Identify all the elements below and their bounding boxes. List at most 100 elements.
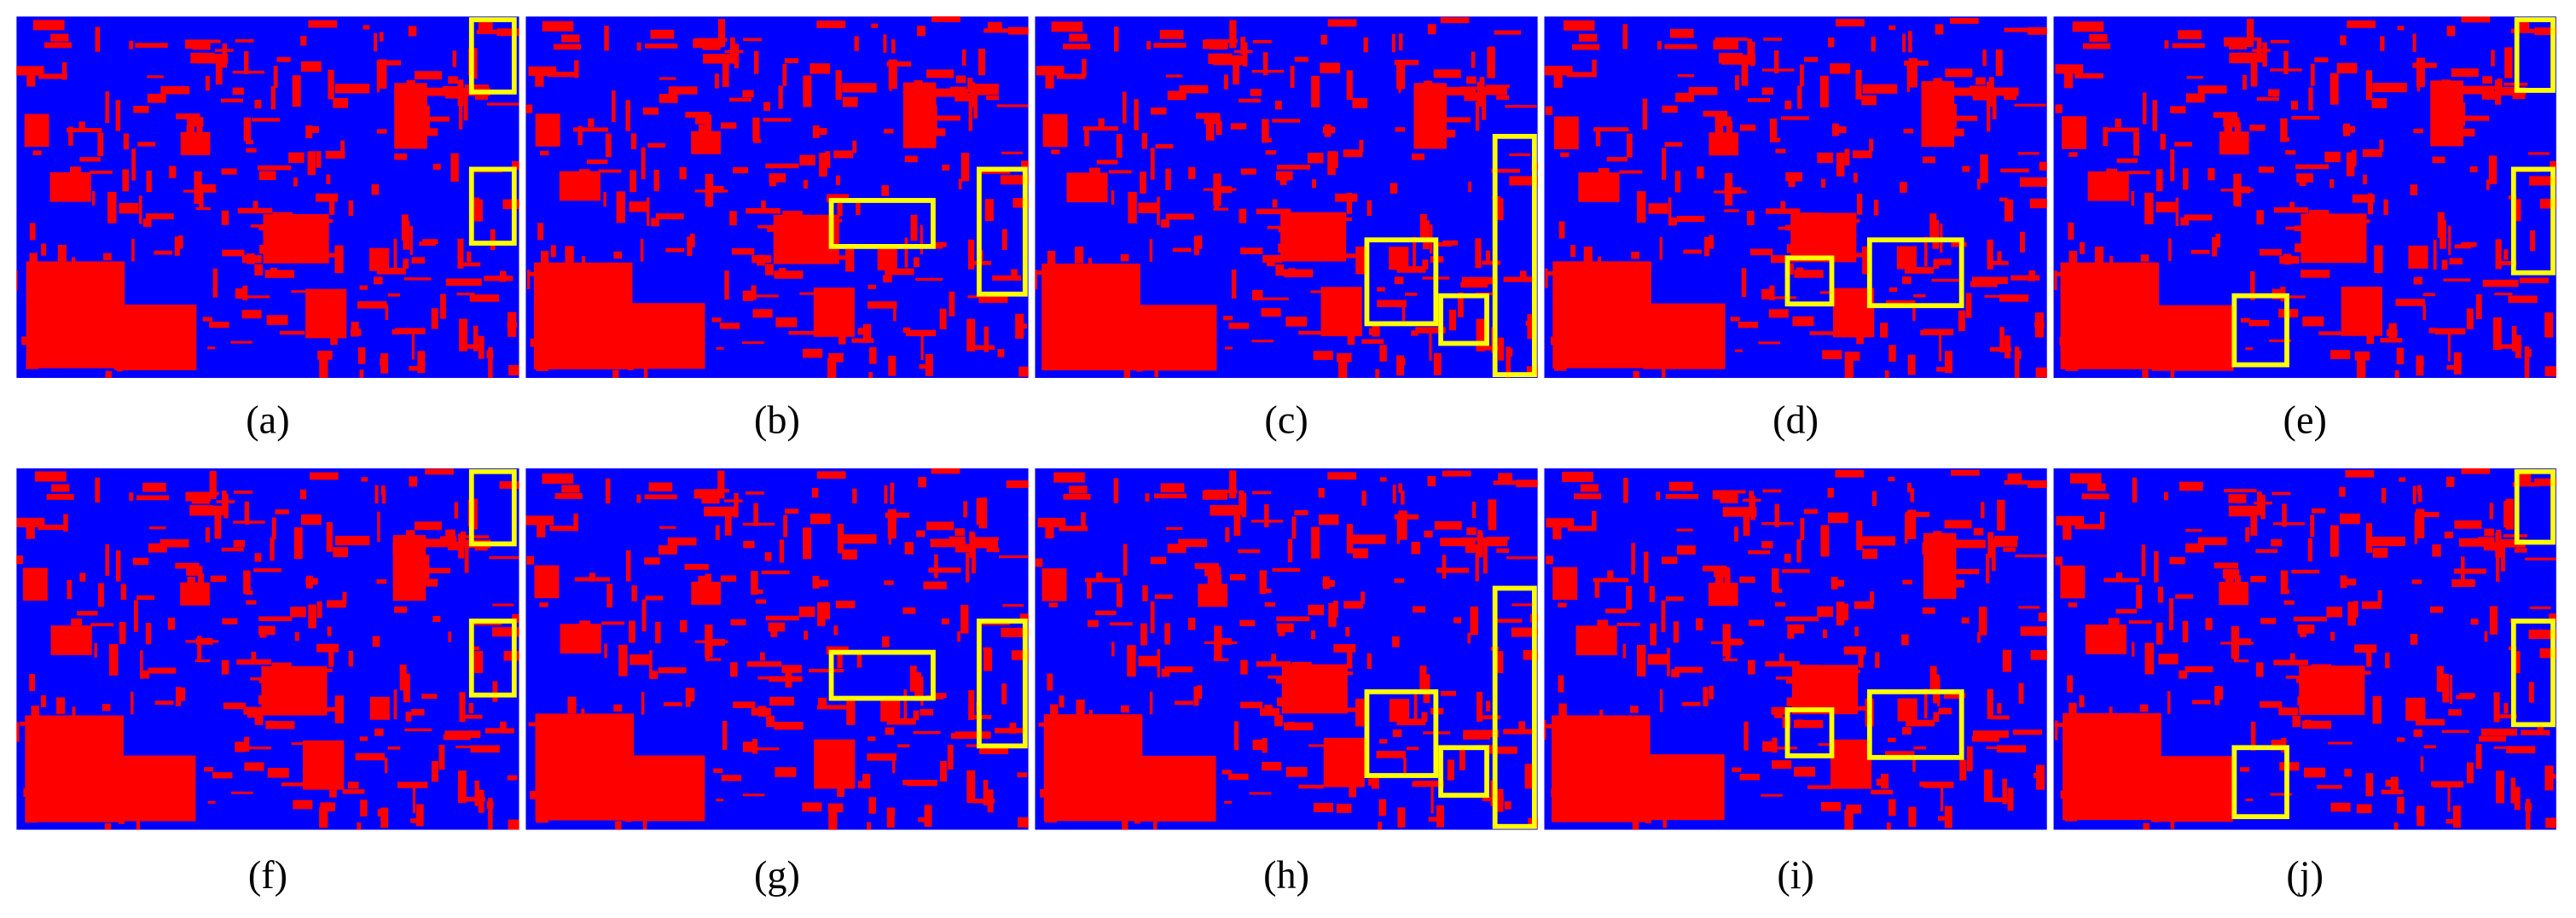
changed-region — [572, 127, 609, 132]
changed-region — [2067, 675, 2074, 693]
changed-region — [1361, 591, 1366, 604]
changed-region — [685, 112, 710, 118]
changed-region — [1256, 208, 1291, 215]
changed-region — [2283, 50, 2289, 74]
changed-region — [1294, 56, 1308, 62]
changed-region — [267, 720, 275, 729]
changed-region — [2365, 523, 2372, 553]
changed-region — [1440, 86, 1477, 96]
changed-region — [1482, 260, 1501, 265]
changed-region — [746, 661, 782, 667]
changed-region — [1907, 31, 1912, 41]
changed-region — [1359, 139, 1364, 153]
changed-region — [252, 118, 281, 122]
changed-region — [508, 311, 517, 337]
changed-region — [108, 643, 119, 676]
changed-region — [1797, 85, 1802, 109]
changed-region — [1298, 784, 1324, 789]
changed-region — [1161, 219, 1169, 228]
changed-region — [1231, 269, 1237, 299]
changed-region — [2479, 85, 2496, 90]
changed-region — [1991, 797, 2013, 803]
changed-region — [1391, 33, 1395, 53]
changed-region — [1185, 772, 1202, 779]
changed-region — [955, 75, 966, 84]
changed-region — [1084, 578, 1121, 583]
changed-region — [1251, 289, 1263, 301]
changed-region — [886, 718, 916, 725]
changed-region — [1885, 751, 1915, 758]
changed-region — [1475, 238, 1482, 269]
changed-region — [1460, 537, 1478, 541]
changed-region — [913, 730, 941, 735]
changed-region — [842, 83, 877, 93]
changed-region — [329, 774, 337, 798]
changed-region — [1884, 370, 1889, 378]
changed-region — [1715, 575, 1724, 594]
changed-region — [1951, 554, 1956, 578]
changed-region — [1204, 566, 1221, 577]
changed-region — [2206, 773, 2223, 781]
changed-region — [414, 128, 438, 137]
changed-region — [2190, 249, 2210, 254]
changed-region — [1991, 538, 2018, 547]
changed-region — [2503, 249, 2509, 260]
changed-region — [1580, 766, 1586, 787]
changed-region — [1781, 116, 1809, 120]
changed-region — [130, 691, 134, 715]
changed-region — [1626, 133, 1633, 158]
changed-region — [132, 557, 149, 566]
changed-region — [757, 706, 767, 717]
changed-region — [1709, 685, 1714, 700]
changed-region — [1933, 531, 1942, 538]
changed-region — [1857, 193, 1863, 215]
changed-region — [309, 706, 343, 712]
changed-region — [1355, 698, 1365, 727]
changed-region — [120, 584, 127, 601]
changed-region — [817, 601, 826, 626]
changed-region — [643, 347, 648, 378]
changed-region — [1794, 766, 1815, 777]
changed-region — [185, 491, 212, 502]
changed-region — [1366, 653, 1372, 669]
changed-region — [2500, 344, 2522, 349]
changed-region — [1347, 647, 1353, 669]
changed-region — [1021, 160, 1029, 170]
changed-region — [264, 270, 294, 278]
changed-region — [1291, 661, 1312, 671]
changed-region — [987, 21, 1002, 32]
highlight-box — [2514, 468, 2556, 545]
changed-region — [1250, 89, 1262, 96]
changed-region — [1907, 509, 1917, 539]
changed-region — [2395, 299, 2425, 306]
changed-region — [1059, 526, 1088, 532]
changed-region — [175, 562, 200, 569]
changed-region — [2529, 176, 2556, 186]
changed-region — [1912, 756, 1916, 772]
changed-region — [1396, 514, 1401, 544]
changed-region — [721, 775, 742, 781]
changed-region — [246, 148, 257, 153]
changed-region — [1952, 87, 1987, 96]
changed-region — [940, 760, 948, 782]
changed-region — [2496, 552, 2500, 582]
changed-region — [1134, 813, 1141, 824]
changed-region — [2103, 127, 2139, 132]
changed-region — [2273, 206, 2309, 213]
changed-region — [244, 762, 264, 771]
changed-region — [534, 565, 560, 599]
changed-region — [1959, 759, 1967, 781]
changed-region — [2293, 616, 2327, 622]
changed-region — [904, 90, 914, 102]
changed-region — [308, 604, 316, 629]
changed-region — [921, 128, 946, 137]
changed-region — [1074, 247, 1084, 264]
changed-region — [1127, 309, 1130, 325]
changed-region — [432, 163, 441, 170]
changed-region — [456, 293, 475, 296]
changed-region — [1994, 536, 2019, 539]
changed-region — [1661, 347, 1666, 378]
changed-region — [187, 117, 204, 127]
changed-region — [2413, 276, 2423, 285]
changed-region — [1424, 531, 1433, 537]
